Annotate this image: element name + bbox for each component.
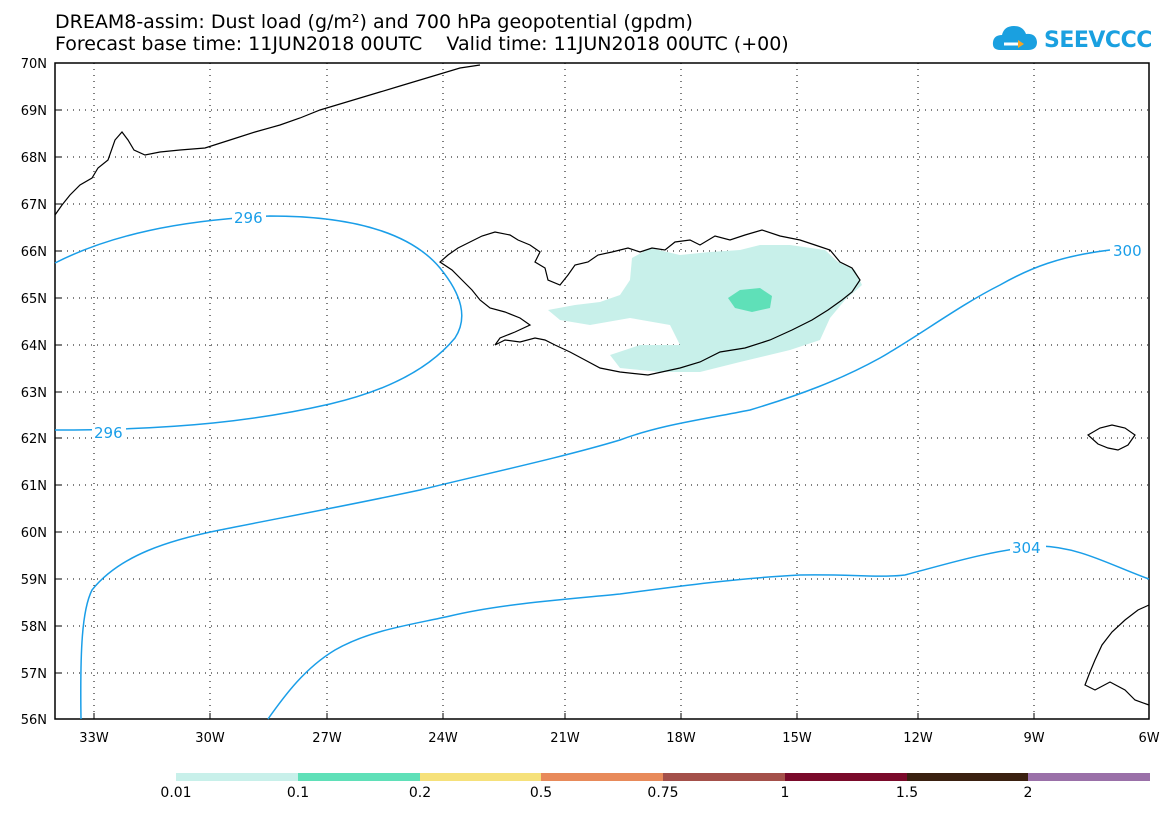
gridlines	[55, 63, 1149, 719]
coastlines	[54, 64, 1150, 706]
lon-label: 21W	[550, 731, 580, 746]
tick-marks	[55, 62, 1150, 720]
colorbar-segment	[663, 773, 785, 781]
colorbar-label: 1.5	[895, 785, 919, 801]
geopotential-contours	[54, 215, 1150, 720]
colorbar-segment	[419, 773, 542, 781]
colorbar-label: 0.2	[408, 785, 432, 801]
seevccc-logo: SEEVCCC	[990, 20, 1152, 60]
lat-label: 68N	[21, 151, 47, 166]
lon-label: 12W	[903, 731, 933, 746]
colorbar-segment	[297, 773, 420, 781]
iceland-coast	[439, 229, 861, 376]
colorbar-label: 0.1	[286, 785, 310, 801]
colorbar-label: 0.5	[529, 785, 553, 801]
lat-label: 62N	[21, 432, 47, 447]
colorbar-label: 0.01	[160, 785, 192, 801]
lat-label: 67N	[21, 198, 47, 213]
lon-label: 24W	[428, 731, 458, 746]
lat-label: 61N	[21, 479, 47, 494]
lat-label: 69N	[21, 104, 47, 119]
lat-label: 60N	[21, 526, 47, 541]
colorbar-segment	[176, 773, 298, 781]
lat-labels: 70N 69N 68N 67N 66N 65N 64N 63N 62N 61N …	[21, 57, 47, 728]
chart-subtitle: Forecast base time: 11JUN2018 00UTC Vali…	[55, 33, 789, 55]
lon-label: 9W	[1023, 731, 1044, 746]
dust-load-field	[548, 245, 862, 372]
lon-label: 18W	[666, 731, 696, 746]
lon-label: 30W	[195, 731, 225, 746]
contour-304	[267, 545, 1150, 720]
lat-label: 65N	[21, 292, 47, 307]
contour-label: 296	[234, 209, 263, 227]
colorbar-segment	[906, 773, 1029, 781]
colorbar-label: 1	[780, 785, 790, 801]
lat-label: 58N	[21, 620, 47, 635]
map-frame	[54, 62, 1150, 720]
lon-label: 33W	[79, 731, 109, 746]
chart-title: DREAM8-assim: Dust load (g/m²) and 700 h…	[55, 11, 693, 33]
lat-label: 57N	[21, 667, 47, 682]
greenland-coast	[54, 64, 481, 216]
contour-label: 300	[1113, 242, 1142, 260]
dust-area-mid	[728, 288, 772, 312]
colorbar-label: 0.75	[647, 785, 679, 801]
contour-label: 304	[1012, 539, 1041, 557]
lon-labels: 33W 30W 27W 24W 21W 18W 15W 12W 9W 6W	[79, 731, 1159, 746]
colorbar-segment	[1028, 773, 1150, 781]
lat-label: 63N	[21, 386, 47, 401]
logo-text: SEEVCCC	[1044, 28, 1152, 53]
lat-label: 66N	[21, 245, 47, 260]
contour-296	[54, 215, 463, 431]
contour-label: 296	[94, 424, 123, 442]
colorbar-segment	[784, 773, 907, 781]
lon-label: 6W	[1138, 731, 1159, 746]
contour-300	[80, 249, 1111, 720]
lon-label: 27W	[312, 731, 342, 746]
contour-labels: 296 296 300 304	[92, 209, 1148, 557]
dust-area-low	[548, 245, 862, 372]
lat-label: 56N	[21, 713, 47, 728]
lon-label: 15W	[782, 731, 812, 746]
colorbar	[176, 773, 1150, 781]
lat-label: 59N	[21, 573, 47, 588]
scotland-coast	[1084, 604, 1150, 706]
lat-label: 70N	[21, 57, 47, 72]
faroe-coast	[1086, 424, 1136, 451]
lat-label: 64N	[21, 339, 47, 354]
colorbar-segment	[541, 773, 663, 781]
colorbar-label: 2	[1023, 785, 1033, 801]
cloud-icon	[992, 26, 1037, 50]
